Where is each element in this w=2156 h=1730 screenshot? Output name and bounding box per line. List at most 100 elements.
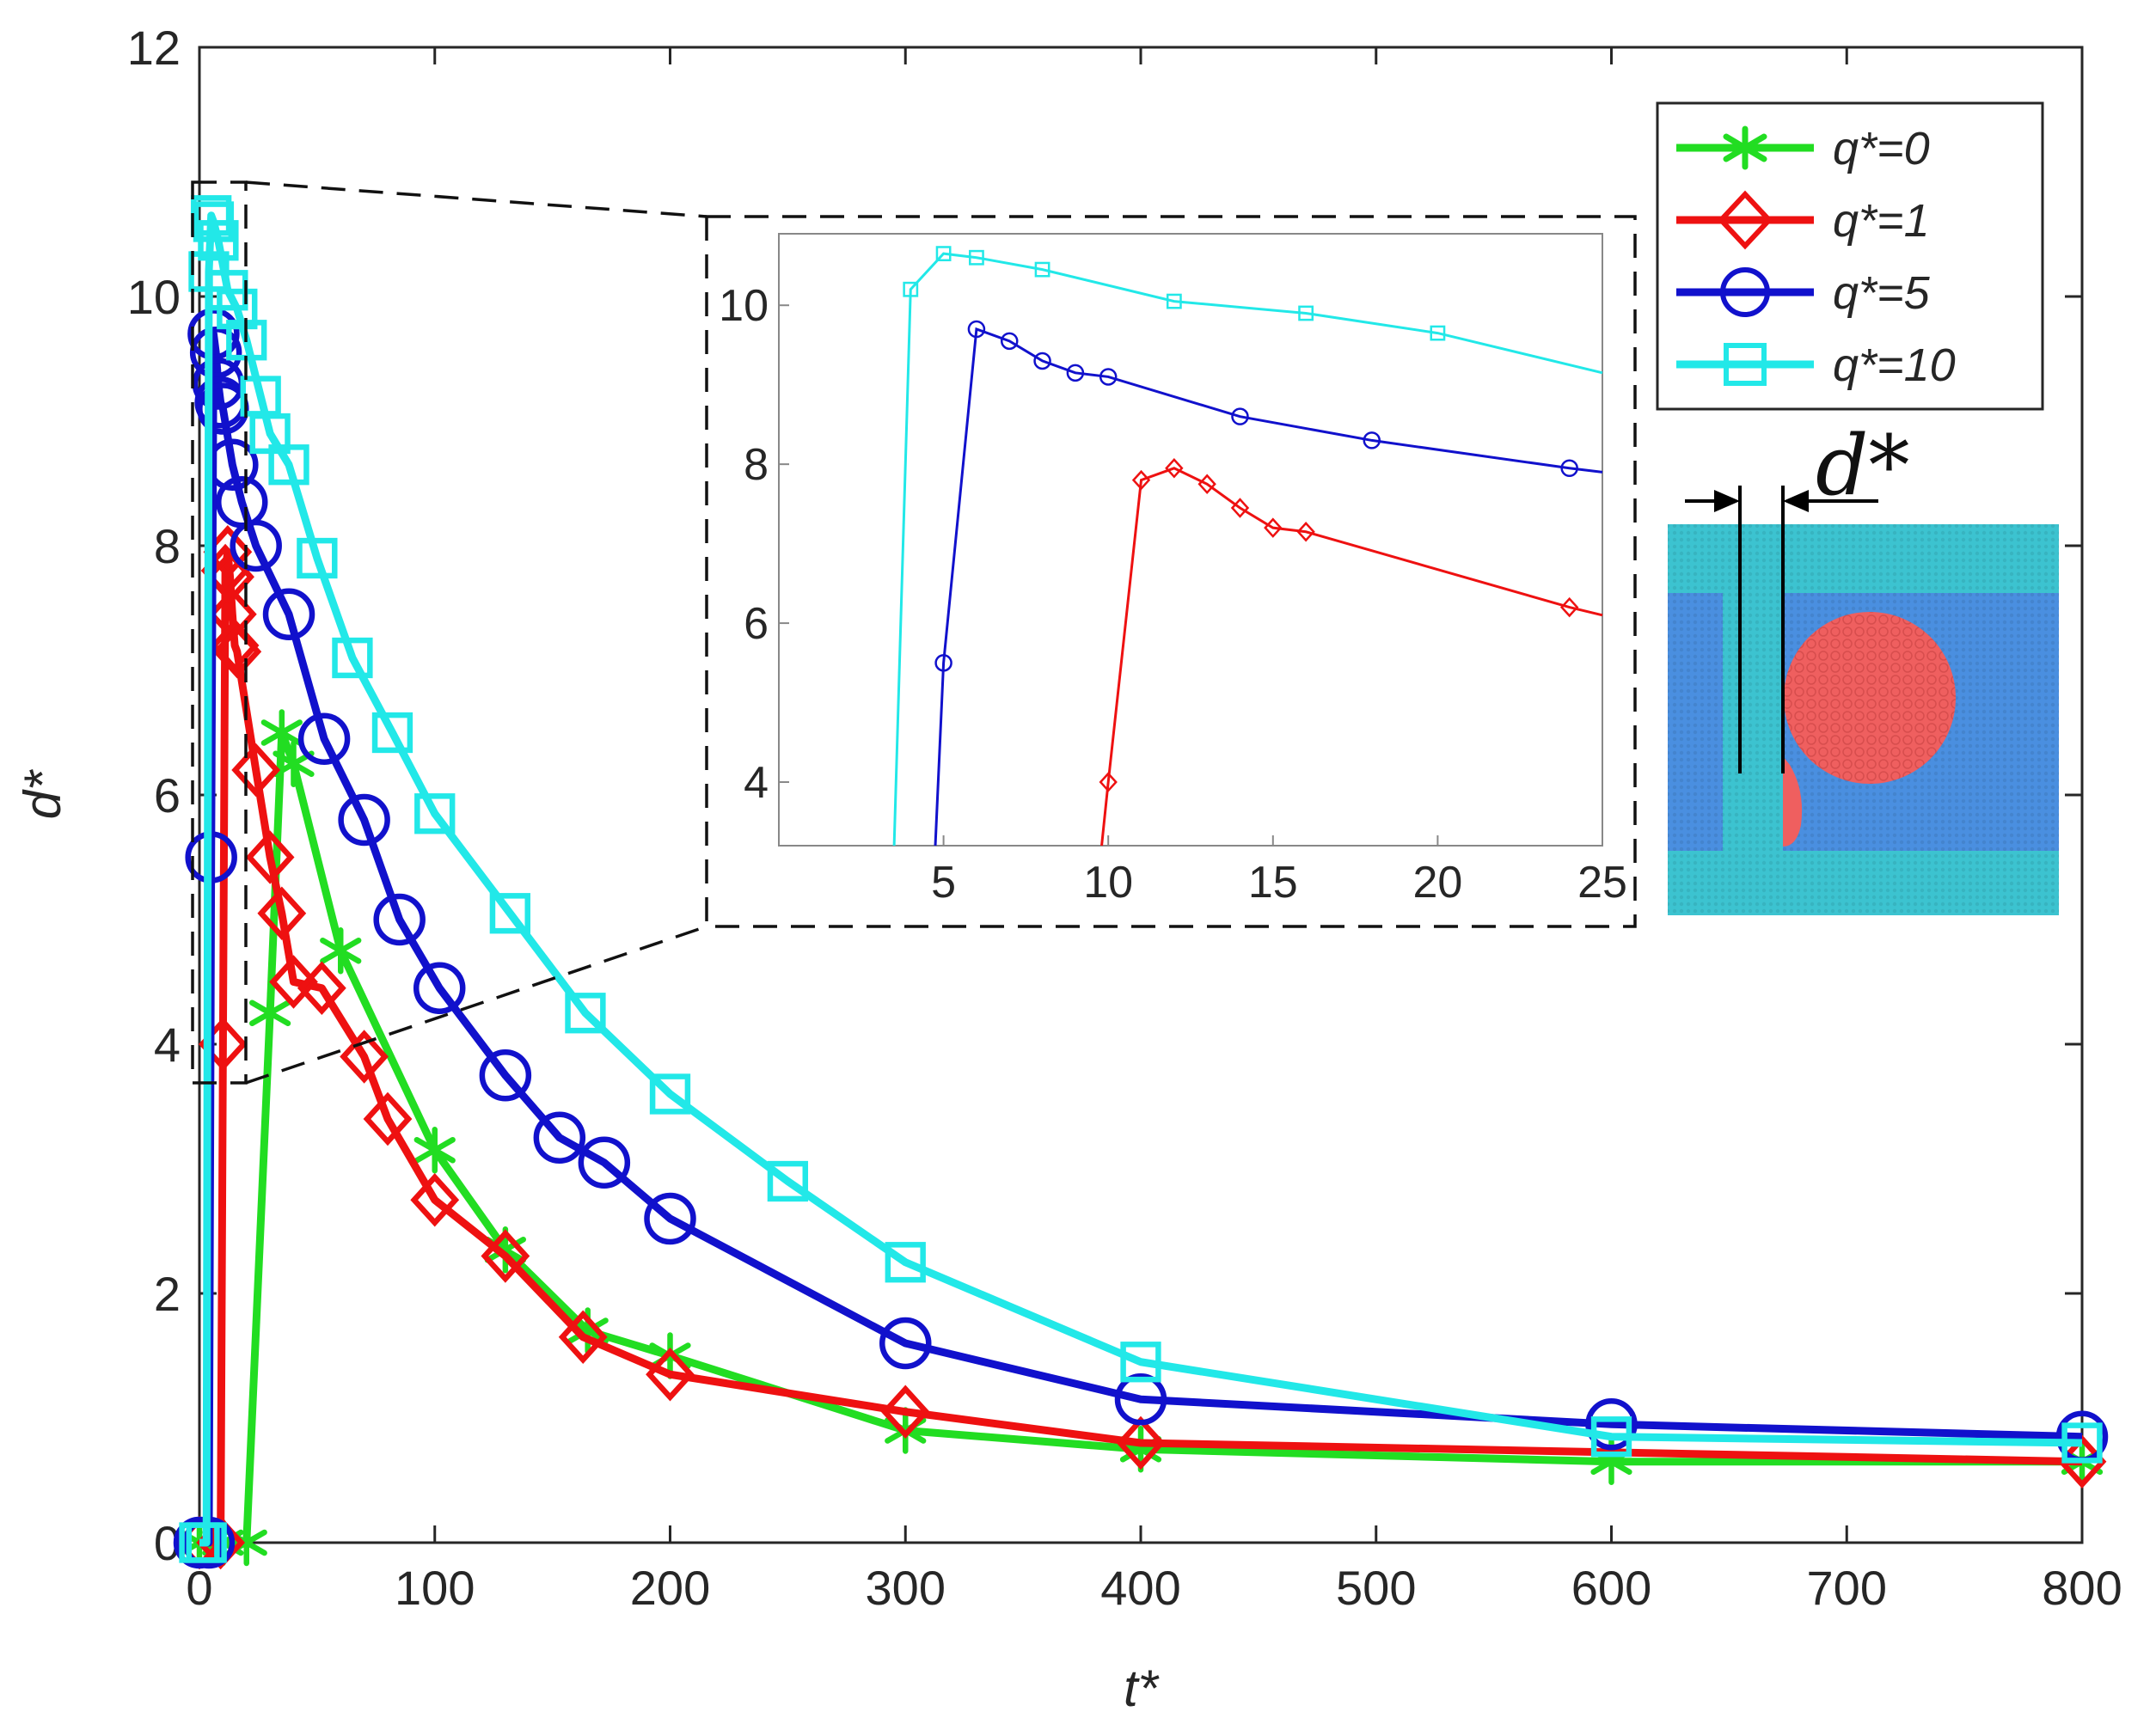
data-point xyxy=(2061,1422,2103,1464)
data-point xyxy=(297,961,346,1015)
diamond-marker-icon xyxy=(1717,190,1773,250)
data-point xyxy=(1585,1398,1638,1451)
data-point xyxy=(363,1091,413,1146)
data-point xyxy=(558,1310,608,1364)
inset-series-square xyxy=(892,252,1603,847)
data-point xyxy=(257,886,307,940)
asterisk-marker-icon xyxy=(1723,125,1767,170)
data-point xyxy=(217,288,258,330)
inset-data-point xyxy=(1000,332,1019,351)
inset-data-point xyxy=(1166,293,1182,309)
data-point xyxy=(245,830,295,884)
legend-label-q1: q*=1 xyxy=(1833,195,1930,247)
inset-data-point xyxy=(1034,261,1050,278)
x-tick-label: 700 xyxy=(1807,1561,1887,1615)
data-point xyxy=(481,1229,530,1283)
inset-y-tick-label: 10 xyxy=(719,281,769,331)
data-point xyxy=(268,444,309,486)
legend-label-q10: q*=10 xyxy=(1833,339,1956,391)
inset-data-point xyxy=(935,246,952,262)
circle-marker-icon xyxy=(1720,267,1770,317)
legend-label-q5: q*=5 xyxy=(1833,267,1931,319)
data-point xyxy=(248,989,291,1036)
zoom-connector-bottom xyxy=(245,925,707,1085)
inset-data-point xyxy=(1066,364,1085,382)
legend-label-q0: q*=0 xyxy=(1833,123,1930,174)
y-tick-label: 10 xyxy=(127,270,181,324)
legend-entry-q5: q*=5 xyxy=(1676,267,1931,319)
y-tick-label: 12 xyxy=(127,21,181,75)
data-point xyxy=(578,1136,631,1189)
data-point xyxy=(649,1073,691,1115)
inset-data-point xyxy=(1430,325,1446,341)
data-point xyxy=(413,962,466,1014)
inset-data-point xyxy=(967,320,986,339)
data-point xyxy=(885,1242,926,1283)
inset-x-tick-label: 25 xyxy=(1577,858,1627,908)
data-point xyxy=(231,743,281,798)
data-point xyxy=(371,712,413,754)
data-point xyxy=(565,993,606,1034)
data-point xyxy=(533,1111,586,1164)
inset-data-point xyxy=(1230,498,1250,518)
inset-series-line xyxy=(1100,467,1603,847)
inset-data-point xyxy=(1099,772,1118,792)
data-point xyxy=(340,1030,389,1084)
zoom-connector-top xyxy=(245,180,707,218)
inset-data-point xyxy=(903,281,919,297)
data-point xyxy=(269,955,318,1009)
arrow-right-icon xyxy=(1714,490,1740,512)
data-point xyxy=(186,1522,227,1563)
inset-series-line xyxy=(892,252,1603,847)
data-point xyxy=(332,637,373,679)
data-point xyxy=(260,709,303,756)
data-point xyxy=(198,220,239,261)
data-point xyxy=(410,1173,460,1227)
y-tick-label: 6 xyxy=(154,768,181,822)
inset-series-line xyxy=(934,327,1603,847)
series-square xyxy=(179,195,2103,1563)
inset-data-point xyxy=(1296,521,1315,542)
x-tick-label: 300 xyxy=(866,1561,946,1615)
inset-data-point xyxy=(1298,305,1314,321)
series-line xyxy=(199,330,2083,1547)
inset-y-tick-label: 4 xyxy=(744,758,769,808)
x-tick-label: 800 xyxy=(2042,1561,2122,1615)
droplet xyxy=(1783,612,1956,847)
y-axis-label: d* xyxy=(14,769,71,819)
inset-data-point xyxy=(1033,352,1051,370)
inset-data-point xyxy=(1131,469,1151,491)
inset-data-point xyxy=(1363,431,1381,449)
data-point xyxy=(489,893,531,934)
schematic-d-label: d* xyxy=(1816,418,1909,514)
legend-box xyxy=(1656,101,2044,411)
data-point xyxy=(646,1348,695,1402)
inset-ticks: 5 10 15 20 25 4 6 8 10 xyxy=(719,281,1627,908)
x-tick-label: 100 xyxy=(395,1561,475,1615)
inset-x-tick-label: 10 xyxy=(1083,858,1133,908)
inset-plot-area xyxy=(778,233,1603,847)
series-diamond xyxy=(175,525,2107,1570)
data-point xyxy=(644,1192,696,1245)
x-axis-label: t* xyxy=(1124,1660,1160,1717)
data-point xyxy=(1590,1416,1632,1458)
legend-entry-q1: q*=1 xyxy=(1676,190,1930,250)
legend-entry-q10: q*=10 xyxy=(1676,339,1956,391)
arrow-left-icon xyxy=(1783,490,1809,512)
data-point xyxy=(212,625,262,679)
data-point xyxy=(230,519,282,572)
inset-data-point xyxy=(969,249,984,266)
data-point xyxy=(297,712,351,765)
data-point xyxy=(338,793,390,847)
inset-x-tick-label: 5 xyxy=(931,858,956,908)
inset-x-tick-label: 20 xyxy=(1412,858,1462,908)
zoom-region-box xyxy=(191,180,248,1085)
data-point xyxy=(320,927,362,975)
inset-data-point xyxy=(1560,459,1578,478)
x-tick-label: 200 xyxy=(630,1561,710,1615)
y-tick-label: 4 xyxy=(154,1018,181,1072)
data-point xyxy=(880,1385,930,1439)
x-tick-label: 600 xyxy=(1571,1561,1651,1615)
